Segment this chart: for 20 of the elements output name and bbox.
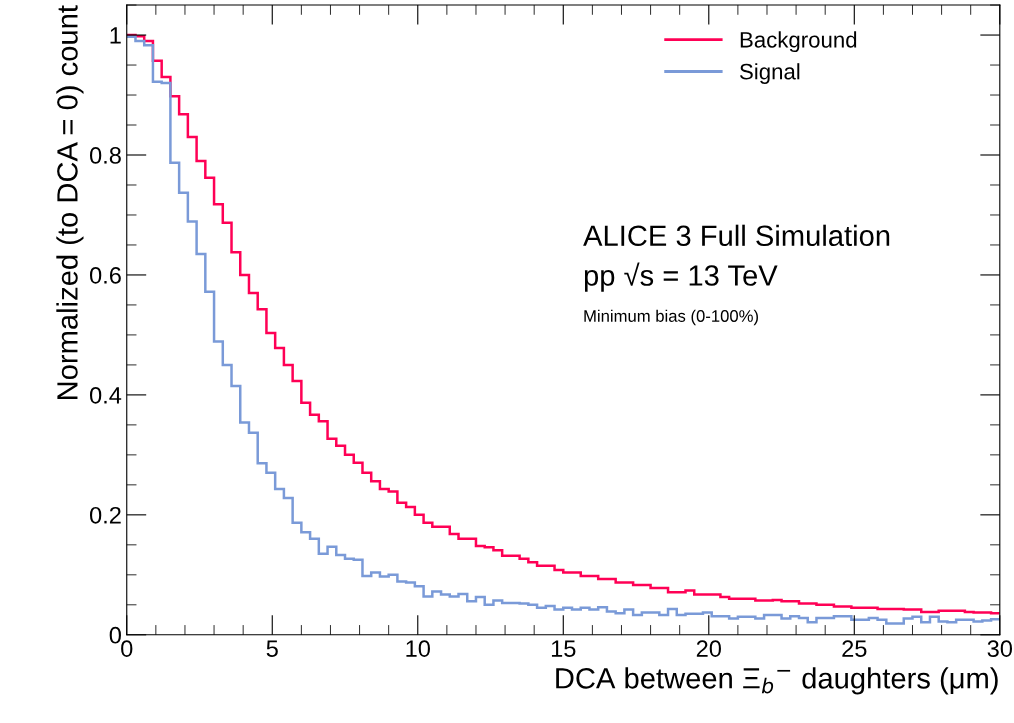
- y-tick-label: 0: [109, 626, 121, 644]
- x-tick-label: 0: [121, 640, 133, 657]
- legend-label: Signal: [740, 63, 800, 84]
- annotation: Minimum bias (0-100%): [584, 309, 758, 326]
- annotation: ALICE 3 Full Simulation: [583, 224, 890, 247]
- x-tick-label: 5: [266, 640, 278, 657]
- legend-label: Background: [740, 31, 857, 53]
- y-tick-label: 0.8: [89, 147, 121, 164]
- y-axis-title: Normalized (to DCA = 0) count: [56, 5, 84, 399]
- y-tick-label: 0.6: [89, 267, 121, 284]
- y-tick-label: 0.4: [89, 386, 122, 404]
- y-tick-label: 1: [110, 27, 121, 44]
- x-tick-label: 15: [551, 640, 576, 657]
- x-tick-label: 10: [406, 640, 430, 657]
- annotation: pp √s = 13 TeV: [584, 262, 778, 292]
- x-tick-label: 20: [696, 640, 721, 657]
- x-tick-label: 30: [987, 640, 1013, 657]
- x-axis-title: DCA between Ξ$_{b}$$^{−}$ daughters (μm): [556, 667, 998, 695]
- y-tick-label: 0.2: [89, 506, 121, 524]
- x-tick-label: 25: [842, 640, 867, 657]
